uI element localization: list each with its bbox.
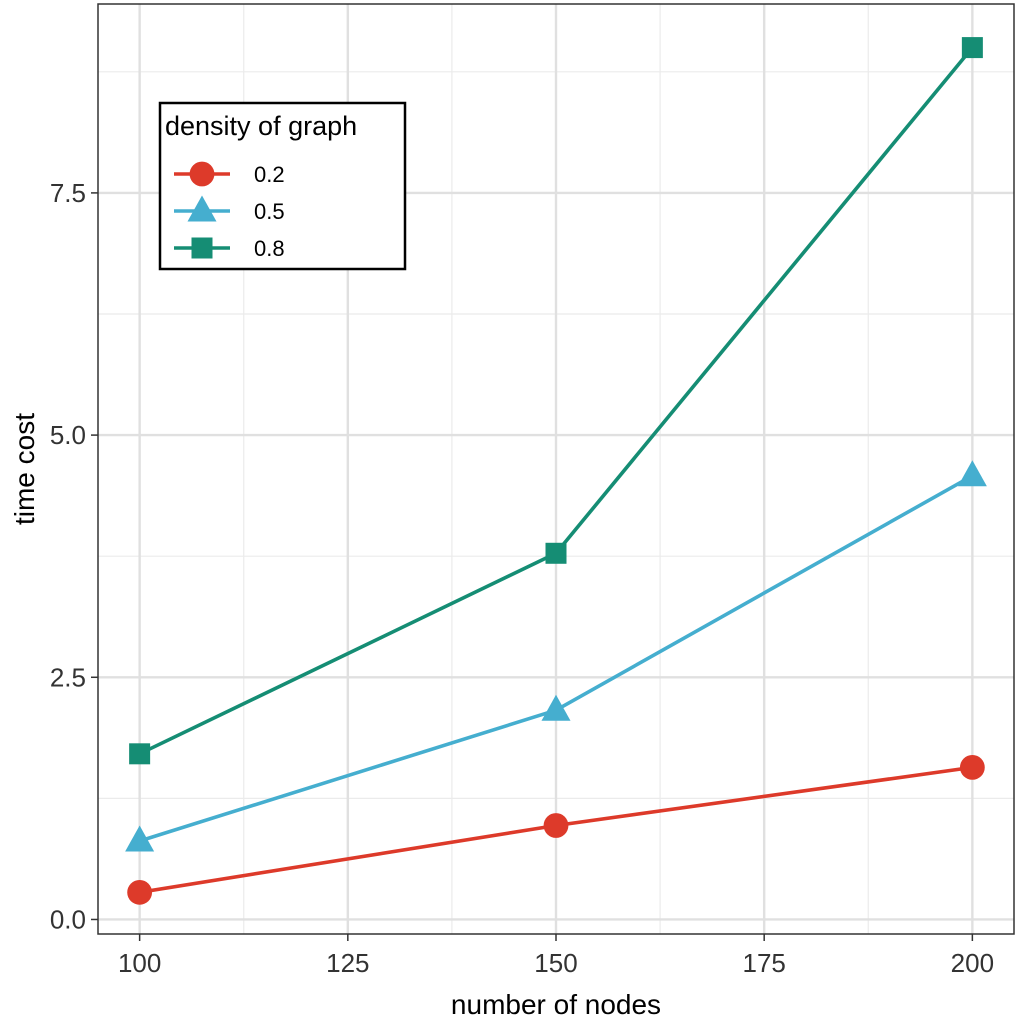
legend-label: 0.8 (254, 236, 285, 261)
data-point-square (961, 37, 983, 59)
y-tick-label: 0.0 (50, 904, 86, 934)
data-point-square (129, 743, 151, 765)
x-tick-label: 125 (326, 948, 369, 978)
y-tick-label: 7.5 (50, 178, 86, 208)
x-axis-title: number of nodes (451, 989, 661, 1020)
legend: density of graph 0.2 0.5 0.8 (158, 101, 407, 271)
series-0.8 (129, 37, 983, 765)
series-0.2 (127, 754, 985, 905)
y-axis-title: time cost (9, 413, 40, 525)
legend-items: 0.2 0.5 0.8 (174, 161, 285, 261)
data-point-circle (189, 161, 215, 187)
data-point-square (545, 542, 567, 564)
data-point-circle (543, 813, 569, 838)
legend-item-0.2: 0.2 (174, 161, 285, 187)
axis-ticks (91, 192, 974, 941)
data-point-circle (959, 754, 985, 780)
x-tick-label: 100 (118, 948, 161, 978)
data-point-triangle (125, 825, 155, 852)
legend-item-0.8: 0.8 (174, 236, 285, 261)
data-point-triangle (187, 195, 217, 222)
data-point-triangle (957, 460, 987, 487)
series-layer (125, 37, 987, 905)
legend-item-0.5: 0.5 (174, 195, 285, 224)
data-point-triangle (541, 694, 571, 721)
x-tick-label: 200 (951, 948, 994, 978)
series-0.5 (125, 460, 987, 852)
data-point-square (191, 237, 213, 259)
y-tick-label: 2.5 (50, 662, 86, 692)
x-tick-label: 175 (742, 948, 785, 978)
y-tick-label: 5.0 (50, 420, 86, 450)
legend-title: density of graph (165, 111, 357, 141)
legend-label: 0.2 (254, 162, 285, 187)
data-point-circle (127, 879, 153, 905)
x-tick-label: 150 (534, 948, 577, 978)
tick-labels: 100 125 150 175 200 0.0 2.5 5.0 7.5 (50, 178, 994, 978)
legend-label: 0.5 (254, 199, 285, 224)
